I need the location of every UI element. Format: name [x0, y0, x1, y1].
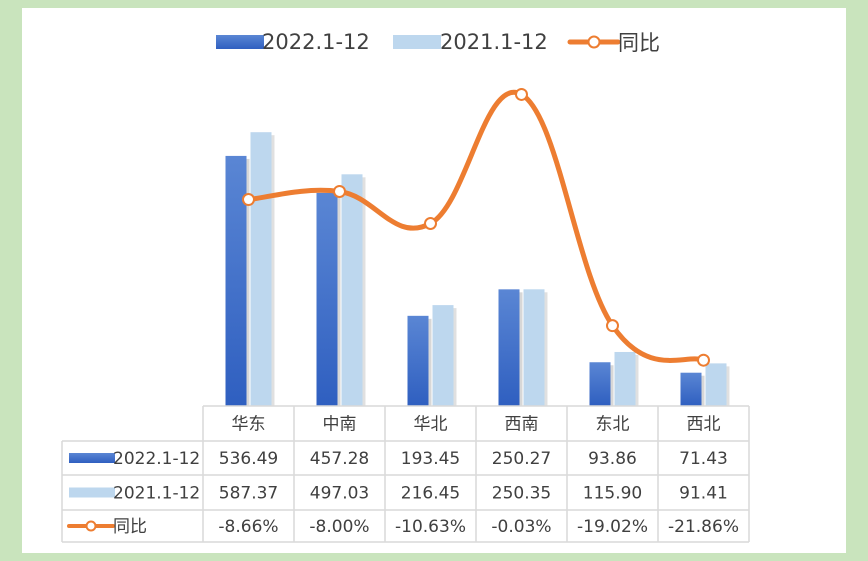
table-cell: 250.27 — [492, 449, 551, 469]
bar-2021-5 — [705, 363, 727, 406]
table-header-0: 华东 — [232, 415, 266, 435]
table-row-label-2022: 2022.1-12 — [113, 449, 200, 469]
table-row-label-2021: 2021.1-12 — [113, 484, 200, 504]
yoy-point-0 — [242, 193, 255, 207]
table-header-2: 华北 — [414, 415, 448, 435]
table-cell: 497.03 — [310, 484, 369, 504]
yoy-point-2 — [424, 216, 437, 230]
yoy-point-5 — [697, 353, 710, 367]
table-cell: 93.86 — [588, 449, 637, 469]
table-header-3: 西南 — [505, 415, 539, 435]
legend-label-2022: 2022.1-12 — [262, 30, 370, 54]
legend-marker-yoy — [587, 35, 601, 49]
table-row-label-yoy: 同比 — [113, 517, 147, 537]
table-cell: -8.00% — [309, 517, 369, 537]
table-cell: 71.43 — [679, 449, 728, 469]
bar-2021-0 — [250, 132, 272, 406]
bar-2022-3 — [498, 289, 520, 406]
table-header-1: 中南 — [323, 415, 357, 435]
yoy-point-3 — [515, 87, 528, 101]
legend: 2022.1-12 2021.1-12 同比 — [216, 30, 660, 55]
bar-2021-4 — [614, 351, 636, 406]
table-key-2021 — [69, 487, 115, 498]
table-cell: -21.86% — [668, 517, 739, 537]
bar-2021-3 — [523, 289, 545, 406]
yoy-point-1 — [333, 184, 346, 198]
table-cell: 457.28 — [310, 449, 369, 469]
table-cell: -8.66% — [218, 517, 278, 537]
bar-2022-4 — [589, 362, 611, 406]
table-cell: 216.45 — [401, 484, 460, 504]
bar-2022-2 — [407, 315, 429, 406]
chart-frame: 2022.1-12 2021.1-12 同比 华东 中南 华北 西南 东北 西北 2022.… — [22, 8, 846, 553]
legend-label-2021: 2021.1-12 — [440, 30, 548, 54]
table-cell: -0.03% — [491, 517, 551, 537]
table-cell: -10.63% — [395, 517, 466, 537]
bar-2022-1 — [316, 192, 338, 406]
table-header-5: 西北 — [687, 415, 721, 435]
legend-swatch-2021 — [393, 35, 441, 49]
yoy-line-layer — [242, 87, 710, 367]
chart-canvas: 2022.1-12 2021.1-12 同比 华东 中南 华北 西南 东北 西北 2022.… — [61, 30, 750, 543]
bar-2021-2 — [432, 305, 454, 406]
data-table: 华东 中南 华北 西南 东北 西北 2022.1-12 2021.1-12 同比 536.49 45… — [61, 405, 750, 543]
bar-2021-1 — [341, 174, 363, 406]
table-key-yoy-marker — [85, 520, 97, 532]
table-key-2022 — [69, 453, 115, 463]
table-cell: 587.37 — [219, 484, 278, 504]
bar-2022-5 — [680, 372, 702, 406]
table-cell: 536.49 — [219, 449, 278, 469]
table-header-4: 东北 — [596, 415, 630, 435]
bars — [225, 132, 730, 406]
legend-swatch-2022 — [216, 35, 264, 49]
table-cell: 91.41 — [679, 484, 728, 504]
yoy-point-4 — [606, 319, 619, 333]
bar-2022-0 — [225, 155, 247, 406]
table-cell: 115.90 — [583, 484, 642, 504]
table-cell: 193.45 — [401, 449, 460, 469]
table-cell: 250.35 — [492, 484, 551, 504]
legend-label-yoy: 同比 — [618, 31, 660, 55]
table-cell: -19.02% — [577, 517, 648, 537]
